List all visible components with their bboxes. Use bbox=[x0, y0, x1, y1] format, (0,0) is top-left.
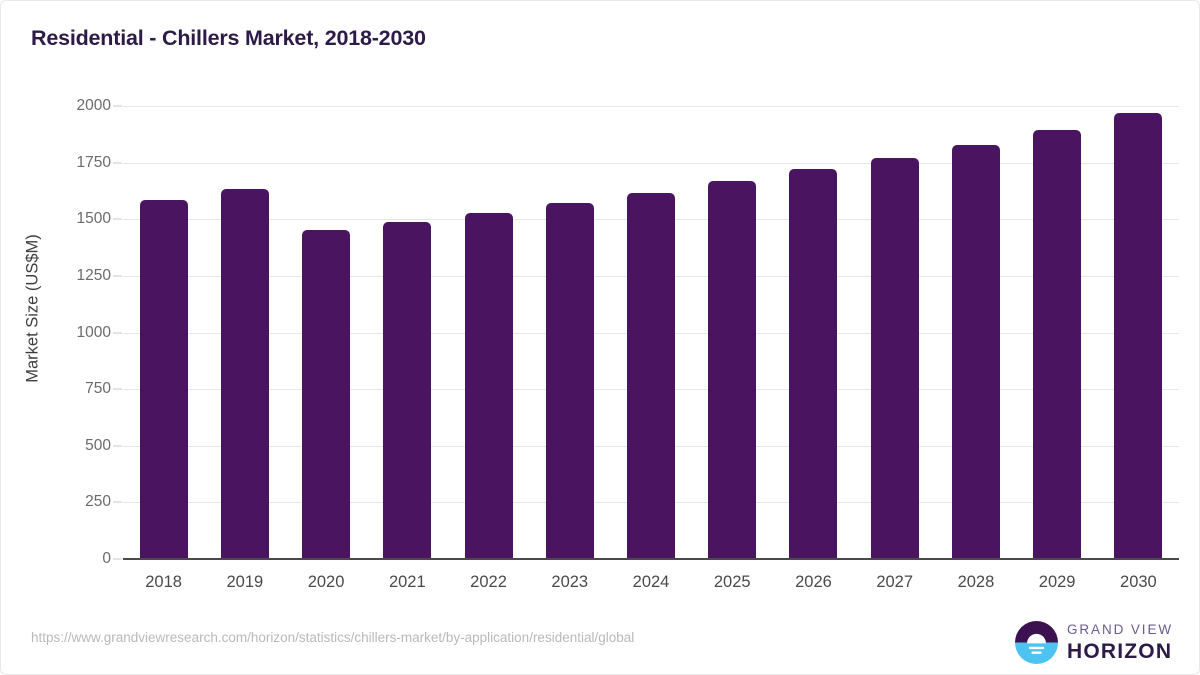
page-title: Residential - Chillers Market, 2018-2030 bbox=[31, 26, 426, 50]
y-axis-tick-label: 1000 bbox=[76, 323, 111, 341]
y-axis-tick-mark bbox=[113, 218, 122, 220]
x-axis-tick-label: 2025 bbox=[713, 573, 751, 591]
x-axis-tick-label: 2027 bbox=[876, 573, 914, 591]
x-axis-tick-label: 2030 bbox=[1120, 573, 1157, 591]
y-axis-tick-label: 1250 bbox=[76, 266, 111, 284]
x-axis-tick-label: 2021 bbox=[388, 573, 426, 591]
y-axis-tick-mark bbox=[113, 501, 122, 503]
bar[interactable] bbox=[1114, 113, 1163, 559]
logo-line-horizon: HORIZON bbox=[1066, 639, 1173, 663]
y-axis-tick-label: 500 bbox=[85, 436, 111, 454]
bar[interactable] bbox=[545, 202, 594, 559]
logo-line-grand-view: GRAND VIEW bbox=[1066, 622, 1173, 638]
plot-area bbox=[123, 106, 1179, 559]
y-axis-tick-mark bbox=[113, 445, 122, 447]
y-axis-tick-mark bbox=[113, 332, 122, 333]
y-axis-tick-label: 2000 bbox=[76, 97, 111, 114]
x-axis-tick-label: 2026 bbox=[795, 573, 832, 591]
y-axis-tick-mark bbox=[113, 558, 122, 560]
y-axis-tick-label: 250 bbox=[85, 493, 111, 511]
y-axis-tick-label: 750 bbox=[85, 380, 111, 398]
bar[interactable] bbox=[870, 158, 919, 559]
y-axis-title: Market Size (US$M) bbox=[23, 234, 42, 383]
y-axis-tick-mark bbox=[113, 275, 122, 277]
logo-wordmark: GRAND VIEW HORIZON bbox=[1067, 623, 1173, 662]
x-axis-tick-label: 2022 bbox=[470, 573, 507, 591]
gridline bbox=[123, 106, 1179, 107]
bar[interactable] bbox=[627, 192, 675, 559]
source-url[interactable]: https://www.grandviewresearch.com/horizo… bbox=[31, 630, 635, 645]
y-axis-tick-mark bbox=[113, 105, 122, 107]
bar[interactable] bbox=[708, 181, 757, 559]
bar[interactable] bbox=[789, 169, 838, 559]
y-axis-tick-label: 1500 bbox=[76, 210, 111, 228]
y-axis-tick-mark bbox=[113, 388, 122, 390]
y-axis-tick-label: 1750 bbox=[76, 153, 111, 171]
bar[interactable] bbox=[220, 189, 269, 559]
x-axis-tick-label: 2020 bbox=[307, 573, 345, 591]
bar[interactable] bbox=[139, 200, 188, 559]
x-axis-tick-label: 2029 bbox=[1038, 573, 1076, 591]
bar[interactable] bbox=[951, 144, 1000, 559]
x-axis-tick-label: 2023 bbox=[551, 573, 589, 591]
bar[interactable] bbox=[464, 213, 513, 559]
y-axis-tick-labels: 0 250 500 750 1000 1250 1500 1750 2000 bbox=[1, 1, 111, 674]
y-axis-tick-label: 0 bbox=[102, 550, 111, 567]
gridline bbox=[123, 162, 1179, 164]
bar[interactable] bbox=[302, 230, 351, 559]
x-axis-tick-label: 2028 bbox=[957, 573, 995, 591]
grand-view-horizon-logo[interactable]: GRAND VIEW HORIZON bbox=[1014, 621, 1173, 664]
x-axis-tick-label: 2018 bbox=[145, 573, 182, 591]
bar[interactable] bbox=[1033, 129, 1082, 559]
x-axis-tick-label: 2019 bbox=[226, 573, 264, 591]
y-axis-tick-mark bbox=[113, 162, 122, 164]
x-axis-tick-label: 2024 bbox=[632, 573, 670, 591]
bar[interactable] bbox=[383, 221, 432, 559]
x-axis-line bbox=[123, 558, 1179, 560]
horizon-sun-icon bbox=[1014, 621, 1058, 664]
